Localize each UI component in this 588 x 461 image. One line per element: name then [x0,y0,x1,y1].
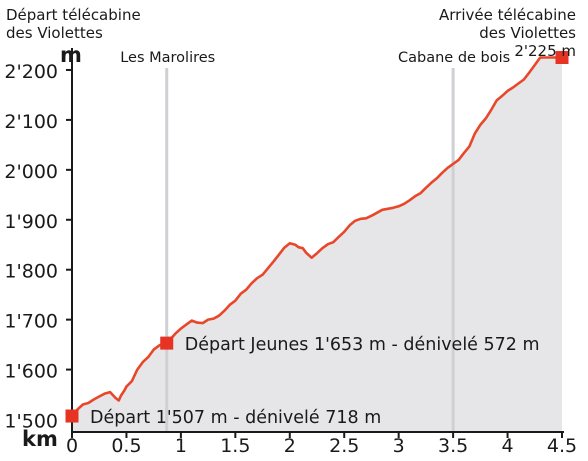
x-tick-label: 2 [284,435,296,457]
x-tick-label: 3 [393,435,405,457]
start-annotation-line-2: des Violettes [6,24,103,42]
guide-label-2: Cabane de bois [398,50,510,66]
y-tick-label: 2'200 [4,61,58,83]
x-tick-label: 3.5 [438,435,468,457]
y-tick-label: 1'700 [4,311,58,333]
x-tick-label: 0.5 [111,435,141,457]
y-tick-label: 1'600 [4,361,58,383]
guide-label-1: Les Marolires [120,50,215,66]
start-annotation-line-1: Départ télécabine [6,6,141,24]
x-tick-label: 0 [66,435,78,457]
marker-3 [555,50,569,64]
x-tick-label: 2.5 [329,435,359,457]
marker-1 [65,409,79,423]
x-tick-label: 1 [175,435,187,457]
y-tick-label: 2'000 [4,161,58,183]
marker-label-2: Départ Jeunes 1'653 m - dénivelé 572 m [185,335,540,355]
x-axis-unit: km [22,427,58,451]
x-tick-label: 1.5 [220,435,250,457]
y-tick-label: 1'900 [4,211,58,233]
y-tick-label: 2'100 [4,111,58,133]
end-annotation-line-2: des Violettes [479,24,576,42]
marker-2 [160,336,174,350]
x-tick-label: 4.5 [547,435,577,457]
x-tick-label: 4 [502,435,514,457]
y-axis-unit: m [60,43,82,67]
y-tick-label: 1'500 [4,411,58,433]
profile-line [70,56,564,418]
profile-area [72,57,562,432]
y-tick-label: 1'800 [4,261,58,283]
end-annotation-line-1: Arrivée télécabine [439,6,576,24]
marker-label-1: Départ 1'507 m - dénivelé 718 m [90,408,381,428]
end-annotation-line-3: 2'225 m [514,42,576,60]
